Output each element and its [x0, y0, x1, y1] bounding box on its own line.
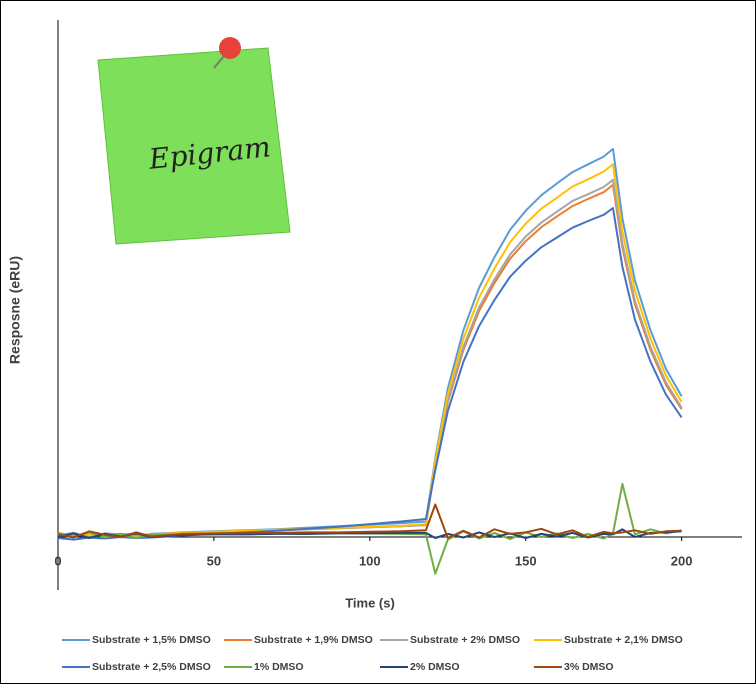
legend-label: 2% DMSO	[410, 661, 460, 673]
x-tick-label: 150	[515, 553, 537, 568]
legend-label: Substrate + 1,9% DMSO	[254, 634, 373, 646]
legend-label: Substrate + 2% DMSO	[410, 634, 520, 646]
legend-label: 3% DMSO	[564, 661, 614, 673]
x-tick-label: 200	[671, 553, 693, 568]
note-paper	[97, 47, 291, 245]
legend-label: Substrate + 2,1% DMSO	[564, 634, 683, 646]
x-tick-label: 50	[207, 553, 221, 568]
x-axis-title: Time (s)	[345, 595, 395, 610]
legend-label: Substrate + 1,5% DMSO	[92, 634, 211, 646]
y-axis-title: Resposne (eRU)	[7, 256, 23, 364]
pin-head	[219, 37, 241, 59]
legend-label: 1% DMSO	[254, 661, 304, 673]
series-line	[57, 207, 683, 541]
x-tick-label: 0	[54, 553, 61, 568]
pin-needle	[213, 55, 225, 69]
legend-label: Substrate + 2,5% DMSO	[92, 661, 211, 673]
x-tick-label: 100	[359, 553, 381, 568]
sticky-note: Epigram	[97, 37, 291, 245]
series-line	[57, 503, 682, 539]
